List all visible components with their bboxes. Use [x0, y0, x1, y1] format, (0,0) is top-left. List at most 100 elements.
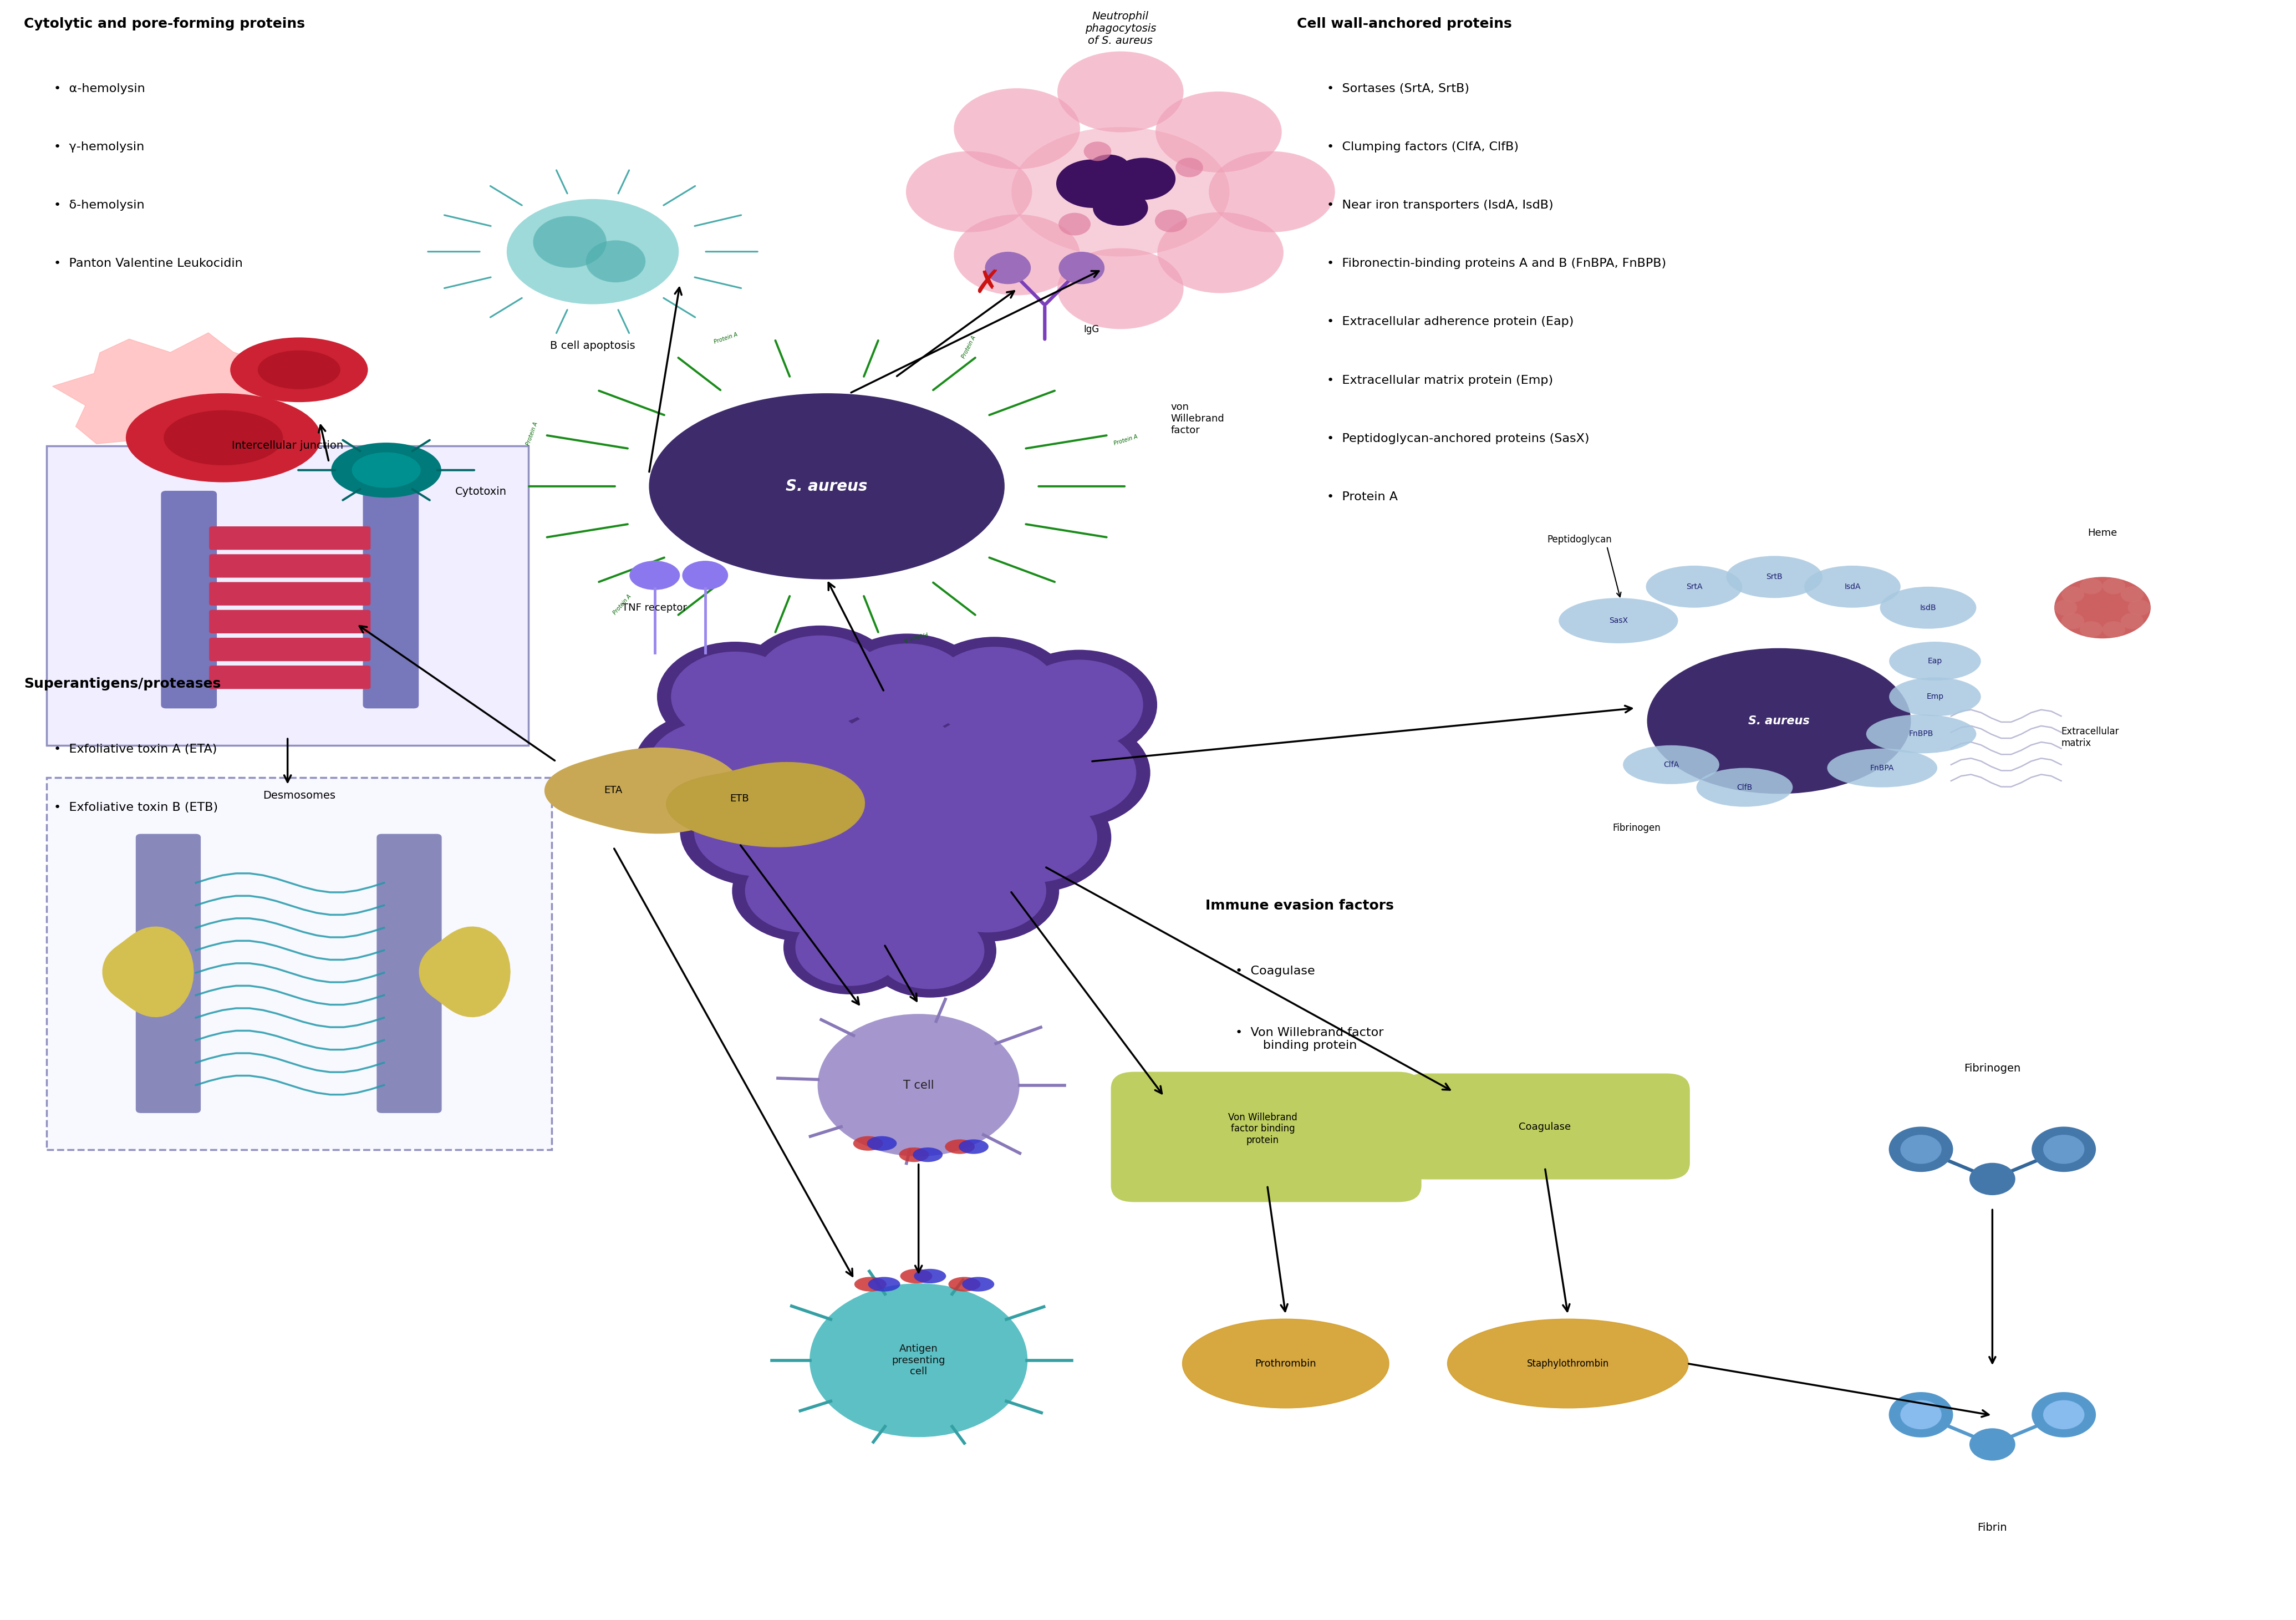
Text: •  Clumping factors (ClfA, ClfB): • Clumping factors (ClfA, ClfB): [1327, 141, 1520, 152]
Text: IsdA: IsdA: [1844, 583, 1860, 591]
Ellipse shape: [1093, 190, 1148, 225]
Ellipse shape: [351, 452, 420, 488]
Text: S. aureus: S. aureus: [785, 478, 868, 494]
Ellipse shape: [953, 214, 1079, 295]
Text: Fibrin: Fibrin: [1977, 1523, 2007, 1533]
FancyArrowPatch shape: [696, 215, 742, 227]
Circle shape: [1970, 1429, 2016, 1461]
Circle shape: [875, 912, 985, 990]
Text: •  Extracellular matrix protein (Emp): • Extracellular matrix protein (Emp): [1327, 374, 1554, 386]
Ellipse shape: [960, 1139, 990, 1153]
Circle shape: [985, 251, 1031, 283]
Circle shape: [2062, 612, 2085, 629]
Polygon shape: [103, 927, 193, 1017]
Text: Antigen
presenting
cell: Antigen presenting cell: [891, 1343, 946, 1377]
FancyArrowPatch shape: [445, 277, 491, 288]
Circle shape: [863, 776, 1019, 886]
Circle shape: [1970, 1163, 2016, 1196]
Circle shape: [2032, 1392, 2096, 1437]
Text: von
Willebrand
factor: von Willebrand factor: [1171, 402, 1224, 436]
Text: •  Fibronectin-binding proteins A and B (FnBPA, FnBPB): • Fibronectin-binding proteins A and B (…: [1327, 258, 1667, 269]
Text: Fibrinogen: Fibrinogen: [1612, 823, 1660, 833]
Circle shape: [585, 240, 645, 282]
Text: Fibrinogen: Fibrinogen: [1963, 1063, 2020, 1074]
Ellipse shape: [1058, 52, 1182, 133]
Circle shape: [2043, 1134, 2085, 1163]
Circle shape: [909, 706, 1065, 816]
Ellipse shape: [962, 1277, 994, 1291]
Circle shape: [1176, 157, 1203, 177]
Text: •  Coagulase: • Coagulase: [1235, 966, 1316, 977]
Circle shape: [2062, 586, 2085, 603]
Text: ✗: ✗: [974, 269, 1001, 300]
Ellipse shape: [1155, 91, 1281, 172]
Ellipse shape: [1446, 1319, 1688, 1408]
Circle shape: [824, 846, 967, 946]
FancyBboxPatch shape: [1111, 1072, 1421, 1202]
Text: Eap: Eap: [1929, 658, 1942, 664]
Circle shape: [2128, 599, 2151, 616]
Text: Superantigens/proteases: Superantigens/proteases: [23, 677, 220, 690]
Ellipse shape: [1208, 151, 1334, 232]
Text: •  Near iron transporters (IsdA, IsdB): • Near iron transporters (IsdA, IsdB): [1327, 199, 1554, 211]
Circle shape: [1058, 212, 1091, 235]
Text: Von Willebrand
factor binding
protein: Von Willebrand factor binding protein: [1228, 1113, 1297, 1145]
Text: SrtB: SrtB: [1766, 573, 1782, 582]
Ellipse shape: [331, 442, 441, 497]
Ellipse shape: [1646, 565, 1743, 608]
Ellipse shape: [1111, 157, 1176, 199]
Circle shape: [647, 721, 776, 812]
Ellipse shape: [854, 1277, 886, 1291]
Text: Protein A: Protein A: [902, 630, 928, 643]
FancyArrowPatch shape: [664, 298, 696, 318]
Text: Neutrophil
phagocytosis
of S. aureus: Neutrophil phagocytosis of S. aureus: [1086, 11, 1157, 45]
FancyArrowPatch shape: [445, 215, 491, 227]
Text: •  α-hemolysin: • α-hemolysin: [53, 83, 145, 94]
Circle shape: [836, 854, 955, 938]
Circle shape: [771, 771, 928, 881]
Text: •  Panton Valentine Leukocidin: • Panton Valentine Leukocidin: [53, 258, 243, 269]
Ellipse shape: [1805, 565, 1901, 608]
Circle shape: [1058, 251, 1104, 283]
Ellipse shape: [953, 87, 1079, 168]
FancyBboxPatch shape: [1403, 1074, 1690, 1179]
Text: IsdB: IsdB: [1919, 604, 1936, 612]
Text: •  δ-hemolysin: • δ-hemolysin: [53, 199, 145, 211]
Circle shape: [994, 718, 1150, 828]
Circle shape: [1001, 650, 1157, 760]
Polygon shape: [666, 763, 866, 847]
Text: Protein A: Protein A: [613, 593, 631, 616]
Ellipse shape: [1890, 642, 1981, 680]
FancyBboxPatch shape: [209, 526, 370, 549]
Circle shape: [2103, 578, 2126, 595]
FancyBboxPatch shape: [209, 611, 370, 633]
Circle shape: [794, 909, 905, 987]
FancyBboxPatch shape: [135, 834, 200, 1113]
Circle shape: [1015, 659, 1143, 750]
Circle shape: [877, 786, 1006, 876]
Ellipse shape: [810, 1283, 1029, 1437]
Circle shape: [1155, 209, 1187, 232]
Ellipse shape: [1559, 598, 1678, 643]
Ellipse shape: [1058, 248, 1182, 329]
Ellipse shape: [1697, 768, 1793, 807]
Circle shape: [1890, 1392, 1954, 1437]
Text: Protein A: Protein A: [526, 421, 540, 447]
Ellipse shape: [914, 1147, 944, 1162]
Circle shape: [955, 782, 1111, 893]
Text: ETB: ETB: [730, 794, 748, 804]
Text: SasX: SasX: [1609, 617, 1628, 625]
Ellipse shape: [1867, 714, 1977, 753]
Circle shape: [2122, 612, 2144, 629]
FancyArrowPatch shape: [618, 170, 629, 193]
Ellipse shape: [257, 350, 340, 389]
FancyArrowPatch shape: [556, 309, 567, 334]
Circle shape: [1901, 1400, 1942, 1429]
Text: Immune evasion factors: Immune evasion factors: [1205, 899, 1394, 912]
Text: SrtA: SrtA: [1685, 583, 1701, 591]
Circle shape: [742, 625, 898, 735]
Ellipse shape: [946, 1139, 976, 1153]
Circle shape: [863, 904, 996, 998]
Ellipse shape: [1623, 745, 1720, 784]
Circle shape: [755, 635, 884, 726]
